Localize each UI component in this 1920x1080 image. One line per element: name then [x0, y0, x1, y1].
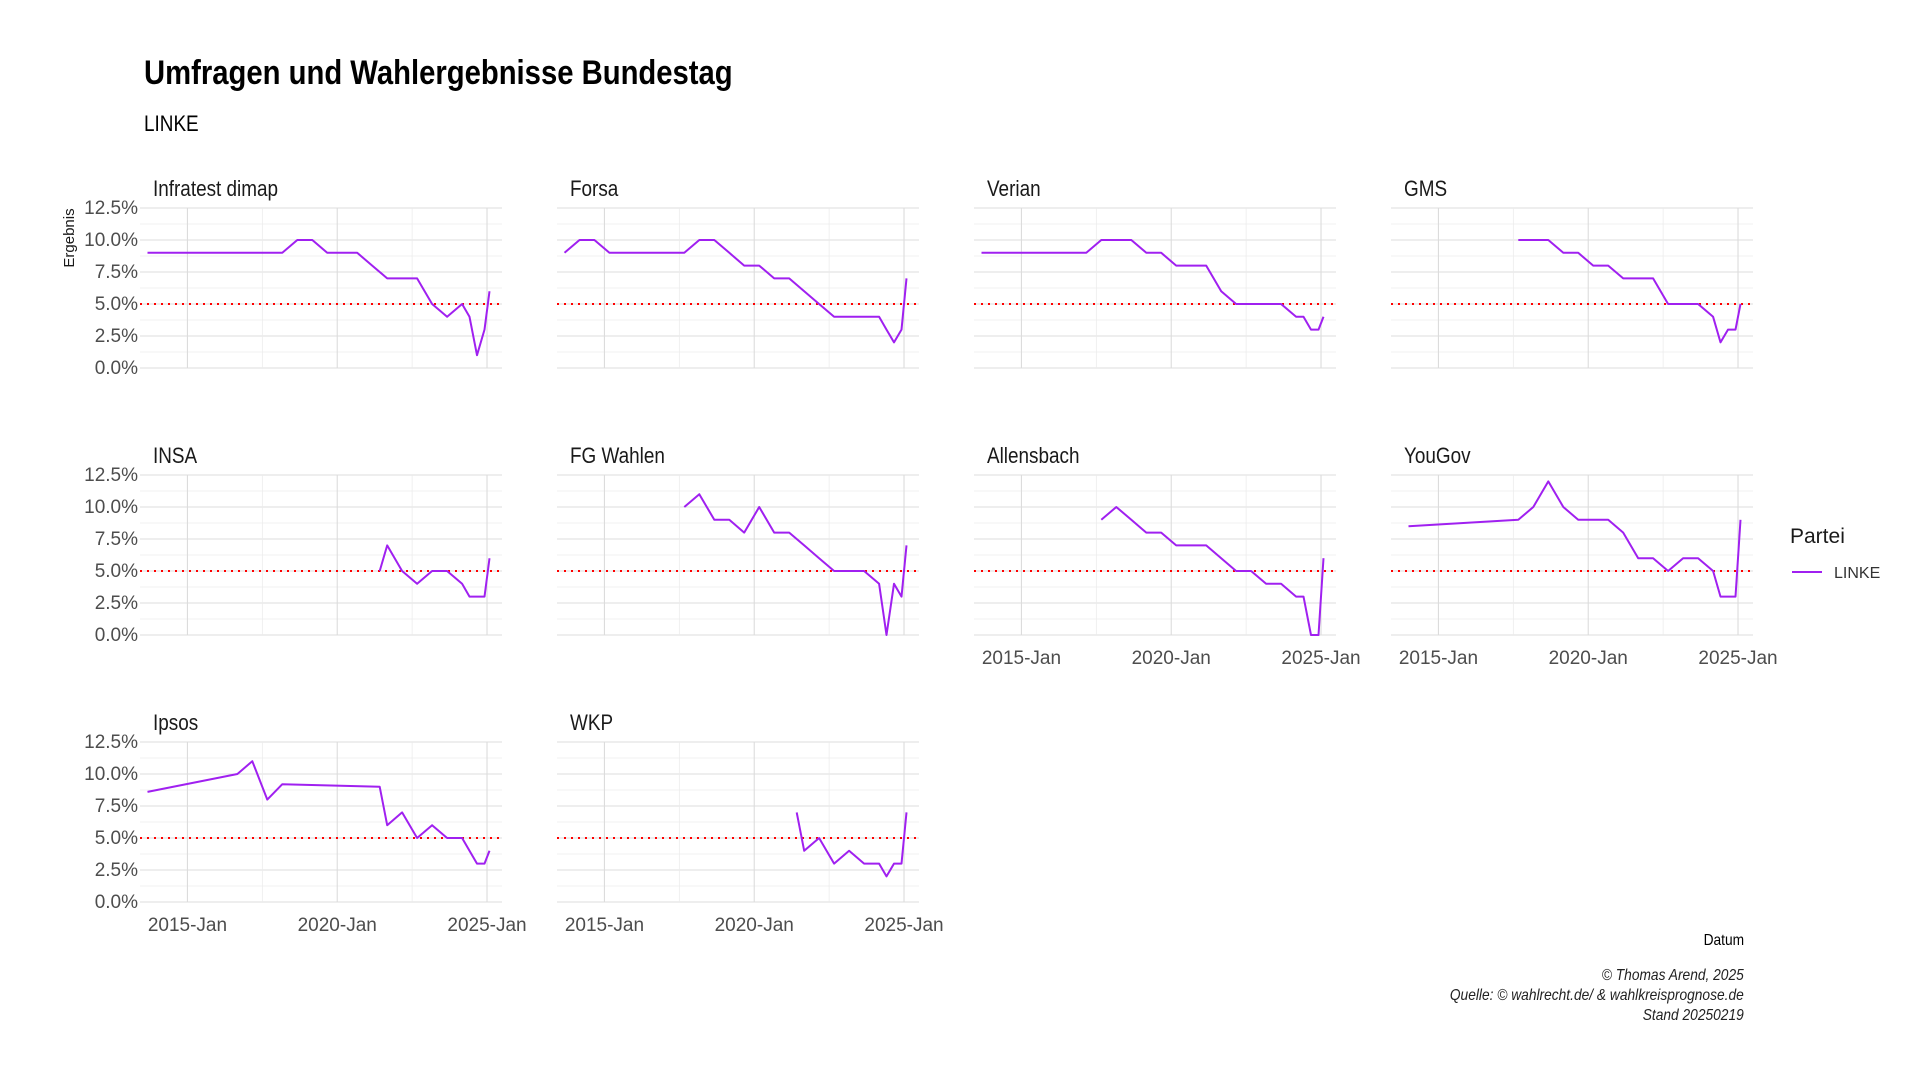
caption-line-date: Stand 20250219 — [1642, 1007, 1744, 1024]
y-tick-label: 12.5% — [84, 465, 138, 486]
panel-title-insa: INSA — [153, 444, 197, 469]
y-tick-label: 10.0% — [84, 497, 138, 518]
panel-title-verian: Verian — [987, 177, 1041, 202]
panel-title-wkp: WKP — [570, 711, 613, 736]
x-tick-label: 2020-Jan — [298, 915, 377, 936]
y-tick-label: 0.0% — [95, 892, 138, 913]
series-line-verian — [981, 239, 1325, 331]
series-line-fg-wahlen — [683, 493, 908, 636]
y-tick-label: 2.5% — [95, 326, 138, 347]
x-tick-label: 2025-Jan — [447, 915, 526, 936]
panel-title-infratest-dimap: Infratest dimap — [153, 177, 278, 202]
legend-title: Partei — [1790, 525, 1845, 548]
chart-subtitle: LINKE — [144, 111, 199, 136]
x-tick-label: 2020-Jan — [1132, 648, 1211, 669]
series-line-wkp — [795, 812, 908, 878]
caption-line-source: Quelle: © wahlrecht.de/ & wahlkreisprogn… — [1450, 987, 1744, 1004]
y-tick-label: 0.0% — [95, 358, 138, 379]
y-tick-label: 2.5% — [95, 593, 138, 614]
series-line-yougov — [1408, 480, 1742, 598]
y-tick-label: 12.5% — [84, 732, 138, 753]
y-tick-label: 10.0% — [84, 764, 138, 785]
series-line-gms — [1518, 239, 1742, 344]
x-tick-label: 2025-Jan — [1698, 648, 1777, 669]
y-axis-title: Ergebnis — [61, 208, 78, 267]
y-tick-label: 5.0% — [95, 828, 138, 849]
y-tick-label: 5.0% — [95, 561, 138, 582]
y-tick-label: 12.5% — [84, 198, 138, 219]
panel-title-fg-wahlen: FG Wahlen — [570, 444, 665, 469]
x-tick-label: 2015-Jan — [565, 915, 644, 936]
panel-title-yougov: YouGov — [1404, 444, 1471, 469]
chart-title: Umfragen und Wahlergebnisse Bundestag — [144, 54, 733, 92]
y-tick-label: 10.0% — [84, 230, 138, 251]
x-tick-label: 2020-Jan — [715, 915, 794, 936]
y-tick-label: 2.5% — [95, 860, 138, 881]
panel-title-allensbach: Allensbach — [987, 444, 1079, 469]
y-tick-label: 5.0% — [95, 294, 138, 315]
x-tick-label: 2025-Jan — [864, 915, 943, 936]
legend-entry-label: LINKE — [1834, 565, 1880, 582]
series-line-ipsos — [147, 760, 491, 865]
x-tick-label: 2015-Jan — [148, 915, 227, 936]
series-line-allensbach — [1100, 506, 1325, 636]
x-tick-label: 2015-Jan — [1399, 648, 1478, 669]
y-tick-label: 0.0% — [95, 625, 138, 646]
y-tick-label: 7.5% — [95, 262, 138, 283]
caption-line-author: © Thomas Arend, 2025 — [1602, 967, 1744, 984]
x-axis-label: Datum — [1703, 932, 1744, 949]
series-line-infratest-dimap — [147, 239, 491, 357]
y-tick-label: 7.5% — [95, 529, 138, 550]
y-tick-label: 7.5% — [95, 796, 138, 817]
panel-title-forsa: Forsa — [570, 177, 619, 202]
series-line-insa — [378, 544, 491, 598]
x-tick-label: 2015-Jan — [982, 648, 1061, 669]
chart-caption: © Thomas Arend, 2025 Quelle: © wahlrecht… — [1402, 966, 1744, 1026]
x-tick-label: 2020-Jan — [1549, 648, 1628, 669]
series-line-forsa — [563, 239, 908, 344]
x-tick-label: 2025-Jan — [1281, 648, 1360, 669]
panel-title-gms: GMS — [1404, 177, 1447, 202]
panel-title-ipsos: Ipsos — [153, 711, 198, 736]
